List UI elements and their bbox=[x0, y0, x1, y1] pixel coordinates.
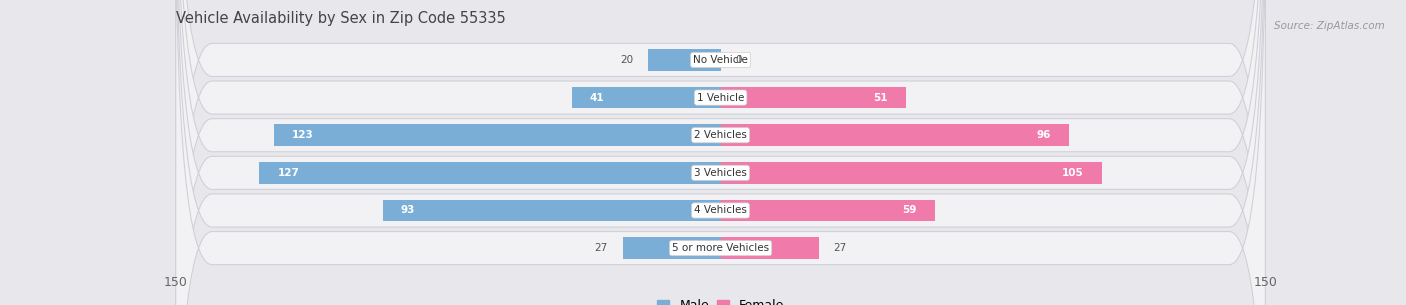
FancyBboxPatch shape bbox=[176, 0, 1265, 305]
Text: 1 Vehicle: 1 Vehicle bbox=[697, 93, 744, 102]
Bar bbox=[721, 87, 905, 109]
Bar bbox=[572, 87, 721, 109]
Text: 5 or more Vehicles: 5 or more Vehicles bbox=[672, 243, 769, 253]
Legend: Male, Female: Male, Female bbox=[652, 294, 789, 305]
Text: 3 Vehicles: 3 Vehicles bbox=[695, 168, 747, 178]
Text: 20: 20 bbox=[620, 55, 633, 65]
Bar bbox=[721, 199, 935, 221]
Text: 51: 51 bbox=[873, 93, 887, 102]
Bar bbox=[721, 162, 1102, 184]
Text: 93: 93 bbox=[401, 206, 415, 215]
FancyBboxPatch shape bbox=[176, 0, 1265, 305]
FancyBboxPatch shape bbox=[176, 0, 1265, 305]
Bar bbox=[382, 199, 721, 221]
Text: 27: 27 bbox=[595, 243, 607, 253]
Text: Source: ZipAtlas.com: Source: ZipAtlas.com bbox=[1274, 21, 1385, 31]
Text: 4 Vehicles: 4 Vehicles bbox=[695, 206, 747, 215]
Text: 59: 59 bbox=[903, 206, 917, 215]
Text: 0: 0 bbox=[735, 55, 741, 65]
Text: 105: 105 bbox=[1062, 168, 1084, 178]
FancyBboxPatch shape bbox=[176, 0, 1265, 305]
Text: 27: 27 bbox=[834, 243, 846, 253]
Text: 127: 127 bbox=[277, 168, 299, 178]
Bar bbox=[648, 49, 721, 71]
Bar bbox=[259, 162, 721, 184]
Text: 96: 96 bbox=[1036, 130, 1052, 140]
FancyBboxPatch shape bbox=[176, 0, 1265, 305]
Text: 123: 123 bbox=[292, 130, 314, 140]
FancyBboxPatch shape bbox=[176, 0, 1265, 305]
Text: No Vehicle: No Vehicle bbox=[693, 55, 748, 65]
Bar bbox=[721, 237, 818, 259]
Text: 2 Vehicles: 2 Vehicles bbox=[695, 130, 747, 140]
Text: 41: 41 bbox=[591, 93, 605, 102]
Bar bbox=[274, 124, 721, 146]
Bar bbox=[623, 237, 721, 259]
Text: Vehicle Availability by Sex in Zip Code 55335: Vehicle Availability by Sex in Zip Code … bbox=[176, 11, 506, 26]
Bar bbox=[721, 124, 1070, 146]
